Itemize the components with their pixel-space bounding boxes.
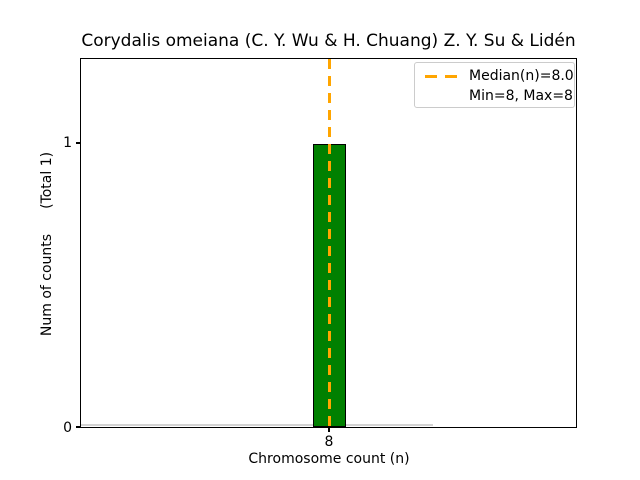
- y-axis-label: Num of counts (Total 1): [38, 144, 56, 344]
- y-tick-label-0: 0: [63, 420, 72, 436]
- median-dash-icon: [425, 74, 457, 78]
- x-tick-label-8: 8: [324, 434, 334, 450]
- median-line: [328, 59, 331, 427]
- zero-count-baseline: [81, 424, 433, 426]
- y-tick-0: [76, 426, 80, 428]
- legend-row-median: Median(n)=8.0: [425, 66, 574, 86]
- legend-minmax-label: Min=8, Max=8: [469, 88, 573, 104]
- legend: Median(n)=8.0 Min=8, Max=8: [414, 62, 575, 108]
- y-tick-label-1: 1: [63, 135, 72, 151]
- legend-row-minmax: Min=8, Max=8: [425, 86, 573, 106]
- x-axis-label: Chromosome count (n): [248, 451, 410, 467]
- y-tick-1: [76, 142, 80, 144]
- plot-area: Median(n)=8.0 Min=8, Max=8: [80, 58, 577, 428]
- x-tick-8: [328, 428, 330, 432]
- y-axis-label-text: Num of counts: [39, 233, 55, 337]
- legend-median-label: Median(n)=8.0: [469, 68, 574, 84]
- y-axis-total-note: (Total 1): [39, 151, 55, 209]
- legend-handle-spacer: [425, 95, 457, 98]
- chart-title: Corydalis omeiana (C. Y. Wu & H. Chuang)…: [81, 31, 576, 51]
